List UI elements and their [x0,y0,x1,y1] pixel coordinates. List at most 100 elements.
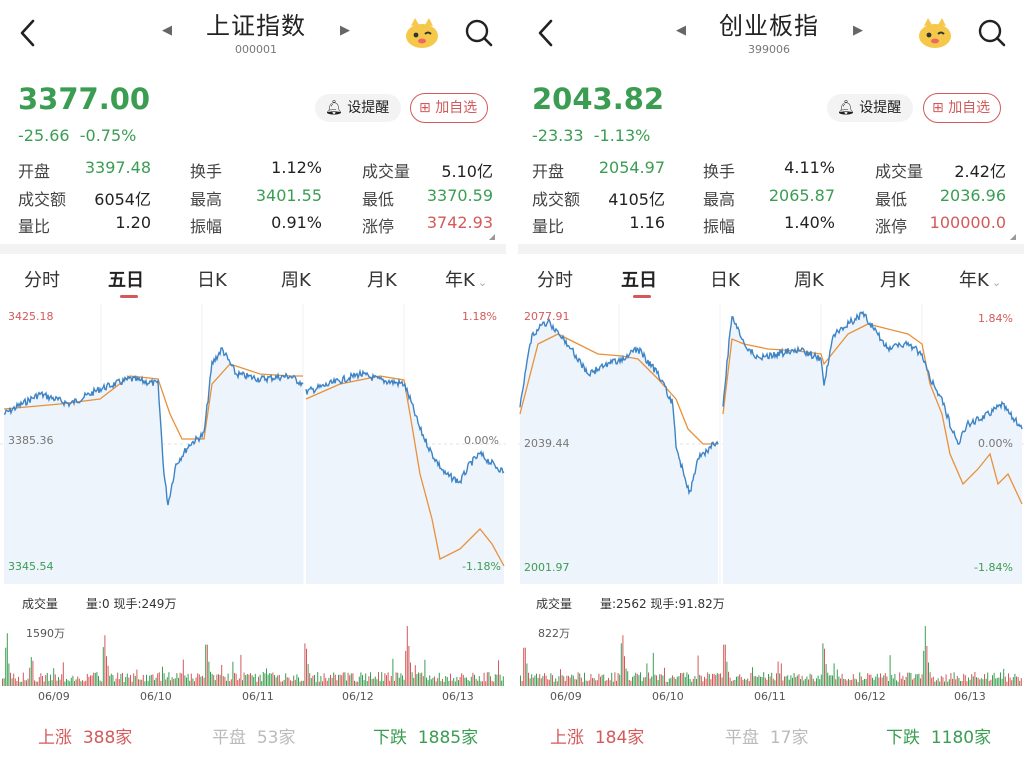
next-index-icon[interactable]: ▶ [853,23,863,38]
flat-count: 平盘 53家 [212,723,295,748]
volume-bar [819,679,821,686]
add-watchlist-button[interactable]: ⊞ 加自选 [410,93,489,123]
volume-bar [888,681,889,686]
expand-corner-icon[interactable] [1010,234,1016,240]
volume-bar [969,679,971,686]
tab-monthly-k[interactable]: 月K [880,270,910,291]
volume-bar [336,680,338,686]
volume-bar [697,655,699,686]
volume-bar [1001,678,1003,686]
volume-bar [908,672,910,686]
set-reminder-button[interactable]: 🔔︎ 设提醒 [827,94,914,122]
rising-value: 184家 [594,728,645,748]
expand-corner-icon[interactable] [489,234,495,240]
volume-bar [450,673,451,686]
five-day-price-chart[interactable] [518,304,1024,584]
volume-bar [469,681,471,686]
prev-index-icon[interactable]: ◀ [676,23,686,38]
volume-bar [411,672,413,686]
volume-bar [112,675,114,686]
tab-weekly-k[interactable]: 周K [281,270,311,291]
volume-bar [470,676,472,686]
volume-bar [238,678,240,686]
volume-bar [83,681,85,686]
tab-yearly-k[interactable]: 年K ⌄ [959,266,1001,292]
volume-bar [126,673,128,686]
volume-bar [314,675,315,686]
tab-intraday[interactable]: 分时 [24,270,60,291]
tab-monthly-k[interactable]: 月K [367,270,397,291]
volume-bar-chart[interactable] [0,620,506,686]
volume-bar [363,680,365,686]
stat-value: 3370.59 [426,186,493,205]
price-area-fill [306,371,504,584]
volume-bar [93,672,95,686]
volume-bar [841,673,843,686]
next-index-icon[interactable]: ▶ [340,23,350,38]
volume-bar [928,662,929,686]
set-reminder-button[interactable]: 🔔︎ 设提醒 [315,94,402,122]
tab-intraday[interactable]: 分时 [537,270,573,291]
volume-bar [769,676,771,686]
tab-daily-k[interactable]: 日K [710,270,740,291]
volume-bar [237,680,239,686]
volume-bar [370,672,371,686]
volume-bar [814,681,816,686]
volume-bar [772,678,774,686]
volume-bar [403,679,405,686]
volume-bar [53,668,55,686]
volume-bar [272,672,274,686]
volume-bar [373,678,375,686]
volume-bar [531,674,533,686]
volume-bar [406,626,408,686]
tab-five-day[interactable]: 五日 [108,270,144,291]
tab-daily-k[interactable]: 日K [197,270,227,291]
volume-bar [564,681,566,686]
add-watchlist-label: 加自选 [435,100,478,116]
five-day-price-chart[interactable] [0,304,506,584]
volume-bar [202,675,203,686]
back-icon[interactable] [532,16,560,50]
tab-five-day[interactable]: 五日 [621,270,657,291]
volume-bar [891,675,893,686]
section-divider [518,244,1024,254]
volume-bar [614,672,616,686]
volume-bar [27,678,29,686]
add-watchlist-button[interactable]: ⊞ 加自选 [923,93,1002,123]
y-axis-min-label: 3345.54 [8,560,54,573]
volume-bar [828,675,830,686]
mascot-icon[interactable] [916,16,954,50]
mascot-icon[interactable] [403,16,441,50]
volume-bar [315,681,317,686]
volume-bar [246,673,248,686]
volume-bar [577,672,579,686]
volume-bar [18,676,19,686]
volume-bar [854,678,856,686]
volume-bar [142,674,144,686]
search-icon[interactable] [464,18,494,48]
stat-value: 1.40% [784,213,835,232]
volume-bar [944,681,945,686]
volume-bar [162,666,163,686]
falling-value: 1885家 [417,728,479,748]
tab-weekly-k[interactable]: 周K [794,270,824,291]
volume-bar [344,672,346,686]
volume-bar [350,673,352,686]
volume-bar [427,680,429,686]
volume-bar [737,676,739,686]
search-icon[interactable] [977,18,1007,48]
volume-bar [950,673,952,686]
volume-bar [1000,672,1001,686]
volume-bar-chart[interactable] [518,620,1024,686]
volume-bar [16,681,18,686]
back-icon[interactable] [14,16,42,50]
set-reminder-label: 设提醒 [347,100,390,116]
volume-bar [269,673,271,686]
volume-bar [568,675,569,686]
price-area-fill [723,312,1022,584]
volume-bar [166,677,168,686]
volume-bar [934,681,936,686]
tab-yearly-k[interactable]: 年K ⌄ [445,266,487,292]
prev-index-icon[interactable]: ◀ [162,23,172,38]
volume-bar [144,681,146,686]
